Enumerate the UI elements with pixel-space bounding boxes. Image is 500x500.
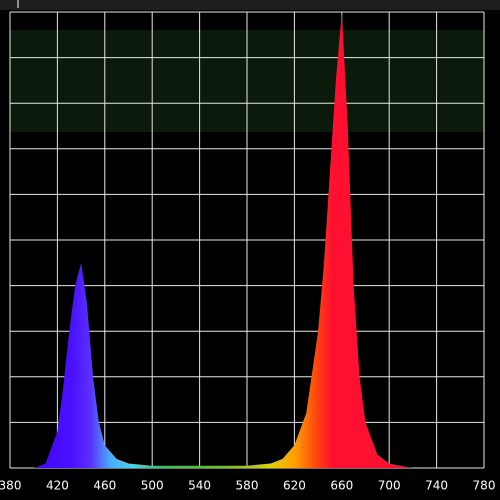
x-tick-label: 380: [0, 479, 21, 493]
x-tick-label: 460: [93, 479, 116, 493]
x-tick-label: 620: [283, 479, 306, 493]
x-axis: 380 420 460 500 540 580 620 660 700 740 780: [0, 479, 495, 493]
x-tick-label: 700: [378, 479, 401, 493]
x-tick-label: 660: [330, 479, 353, 493]
x-tick-label: 780: [473, 479, 496, 493]
top-bar: [0, 0, 500, 10]
x-tick-label: 420: [46, 479, 69, 493]
x-tick-label: 580: [236, 479, 259, 493]
x-tick-label: 500: [141, 479, 164, 493]
x-tick-label: 740: [425, 479, 448, 493]
x-tick-label: 540: [188, 479, 211, 493]
